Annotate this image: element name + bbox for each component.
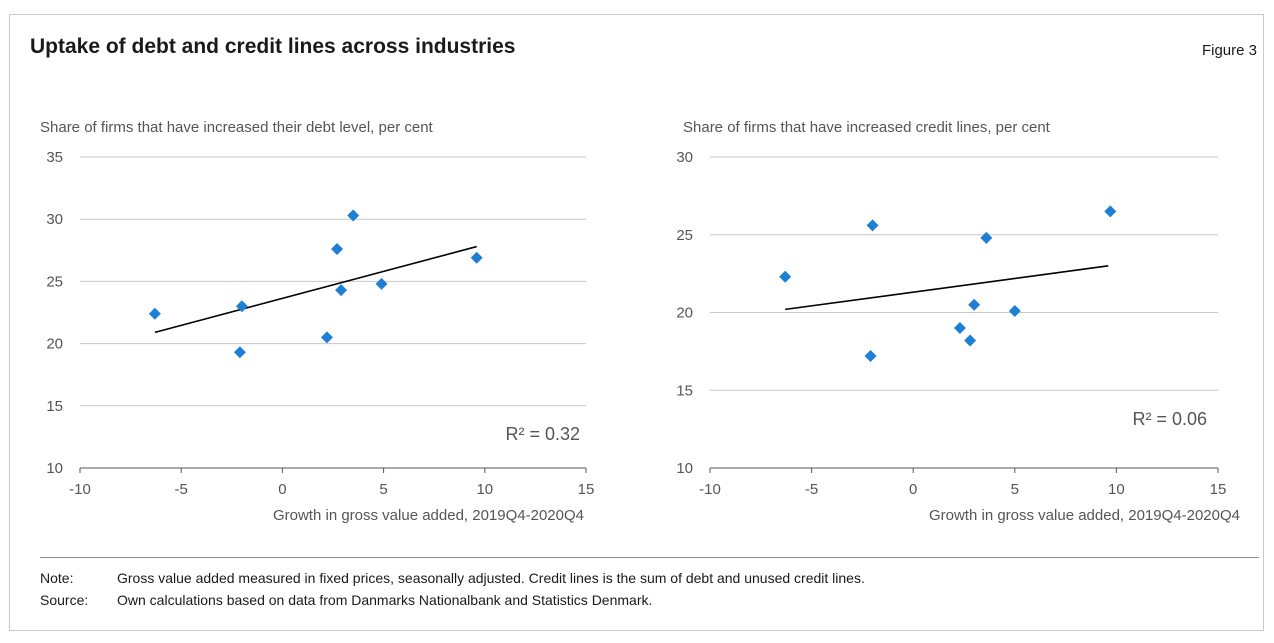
trendline	[785, 265, 1109, 311]
data-point	[779, 270, 792, 283]
y-tick-label: 15	[46, 398, 63, 415]
x-tick-label: 0	[278, 481, 286, 498]
y-tick-label: 30	[46, 211, 63, 228]
x-tick-label: -5	[805, 481, 818, 498]
data-point	[866, 219, 879, 232]
footnote-divider	[40, 557, 1259, 558]
data-point	[980, 231, 993, 244]
note-text: Gross value added measured in fixed pric…	[117, 570, 865, 586]
x-axis-label: Growth in gross value added, 2019Q4-2020…	[273, 507, 584, 524]
data-point	[470, 251, 483, 264]
data-point	[148, 307, 161, 320]
data-point	[347, 209, 360, 222]
source-text: Own calculations based on data from Danm…	[117, 592, 653, 608]
y-axis-label: Share of firms that have increased credi…	[683, 119, 1051, 136]
r-squared-label: R² = 0.06	[1132, 409, 1207, 429]
x-tick-label: 5	[1011, 481, 1019, 498]
r-squared-label: R² = 0.32	[505, 424, 580, 444]
data-point	[320, 331, 333, 344]
x-tick-label: 15	[578, 481, 595, 498]
chart-debt-level: Share of firms that have increased their…	[40, 119, 594, 524]
y-tick-label: 25	[676, 227, 693, 244]
data-point	[335, 284, 348, 297]
figure-title: Uptake of debt and credit lines across i…	[30, 35, 516, 58]
x-tick-label: 10	[1108, 481, 1125, 498]
chart-credit-lines: Share of firms that have increased credi…	[676, 119, 1240, 524]
y-tick-label: 20	[676, 305, 693, 322]
y-tick-label: 10	[46, 460, 63, 477]
x-tick-label: 5	[379, 481, 387, 498]
note-label: Note:	[40, 570, 74, 586]
y-tick-label: 30	[676, 149, 693, 166]
trendline	[154, 245, 477, 334]
data-point	[235, 300, 248, 313]
x-axis-label: Growth in gross value added, 2019Q4-2020…	[929, 507, 1240, 524]
x-tick-label: 15	[1210, 481, 1227, 498]
note-row: Note: Gross value added measured in fixed…	[40, 570, 865, 586]
data-point	[1104, 205, 1117, 218]
data-point	[331, 243, 344, 256]
y-tick-label: 35	[46, 149, 63, 166]
data-point	[864, 350, 877, 363]
x-tick-label: -5	[175, 481, 188, 498]
source-label: Source:	[40, 592, 89, 608]
data-point	[968, 298, 981, 311]
x-tick-label: 10	[476, 481, 493, 498]
figure-frame	[9, 14, 1264, 631]
figure-number: Figure 3	[1201, 42, 1257, 59]
y-tick-label: 25	[46, 273, 63, 290]
data-point	[1008, 304, 1021, 317]
x-tick-label: 0	[909, 481, 917, 498]
y-axis-label: Share of firms that have increased their…	[40, 119, 434, 136]
data-point	[953, 322, 966, 335]
data-point	[233, 346, 246, 359]
y-tick-label: 10	[676, 460, 693, 477]
x-tick-label: -10	[69, 481, 91, 498]
y-tick-label: 15	[676, 382, 693, 399]
y-tick-label: 20	[46, 336, 63, 353]
data-point	[375, 277, 388, 290]
x-tick-label: -10	[699, 481, 721, 498]
source-row: Source: Own calculations based on data fr…	[40, 592, 652, 608]
data-point	[964, 334, 977, 347]
